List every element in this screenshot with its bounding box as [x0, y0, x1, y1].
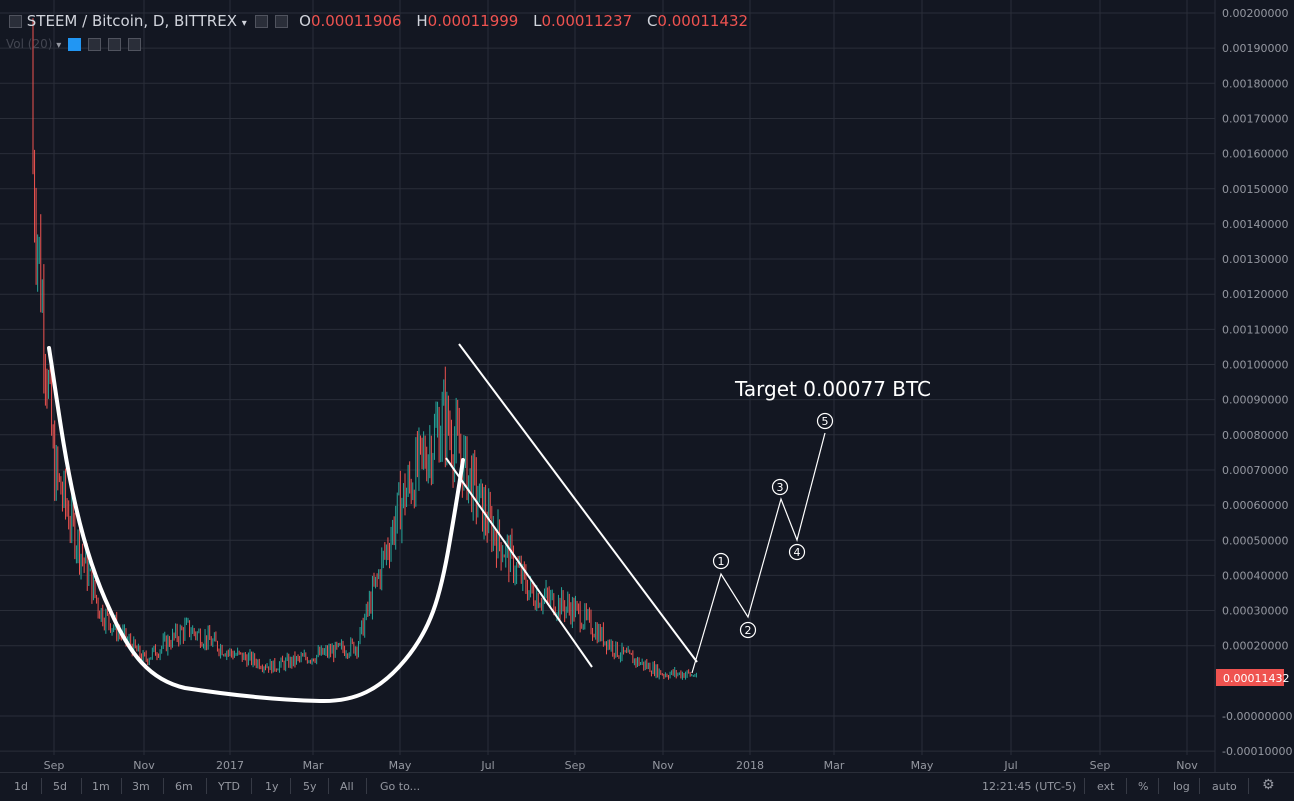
range-1y[interactable]: 1y — [265, 780, 279, 793]
time-tick-label: Nov — [1176, 759, 1198, 772]
price-tick-label: 0.00140000 — [1222, 218, 1288, 231]
range-5d[interactable]: 5d — [53, 780, 67, 793]
chart-grid — [0, 0, 1215, 755]
time-tick-label: May — [389, 759, 412, 772]
wave-label: 2 — [745, 624, 752, 637]
extended-hours-toggle[interactable]: ext — [1097, 780, 1115, 793]
candlestick-series — [32, 18, 697, 680]
price-tick-label: 0.00080000 — [1222, 429, 1288, 442]
price-tick-label: 0.00160000 — [1222, 148, 1288, 161]
target-label: Target 0.00077 BTC — [734, 377, 931, 401]
wave-label: 1 — [718, 555, 725, 568]
low-value: 0.00011237 — [541, 12, 633, 30]
settings-icon[interactable] — [275, 15, 289, 28]
price-tick-label: 0.00060000 — [1222, 499, 1288, 512]
settings-icon[interactable] — [87, 38, 101, 51]
dropdown-caret-icon[interactable]: ▾ — [56, 40, 62, 51]
wave-projection-line — [691, 432, 826, 674]
percent-scale-toggle[interactable]: % — [1138, 780, 1149, 793]
price-tick-label: 0.00070000 — [1222, 464, 1288, 477]
last-price-label: 0.00011432 — [1223, 672, 1289, 685]
time-tick-label: Sep — [1090, 759, 1111, 772]
ohlc-values: O0.00011906 H0.00011999 L0.00011237 C0.0… — [299, 12, 749, 30]
price-tick-label: 0.00180000 — [1222, 77, 1288, 90]
lower-trendline — [445, 457, 593, 668]
time-tick-label: Nov — [652, 759, 674, 772]
time-tick-label: 2017 — [216, 759, 244, 772]
range-1d[interactable]: 1d — [14, 780, 28, 793]
time-tick-label: Jul — [480, 759, 494, 772]
wave-labels: 1 2 3 4 5 — [712, 412, 834, 639]
time-axis: Sep Nov 2017 Mar May Jul Sep Nov 2018 Mar May Jul Se… — [44, 759, 1199, 772]
price-tick-label: 0.00130000 — [1222, 253, 1288, 266]
symbol-header: STEEM / Bitcoin, D, BITTREX ▾ O0.0001190… — [6, 12, 758, 30]
wave-label-circle — [771, 478, 789, 496]
price-tick-label: 0.00090000 — [1222, 394, 1288, 407]
add-icon[interactable] — [107, 38, 121, 51]
price-tick-label: -0.00000000 — [1222, 710, 1292, 723]
price-tick-label: 0.00150000 — [1222, 183, 1288, 196]
range-6m[interactable]: 6m — [175, 780, 193, 793]
goto-date-button[interactable]: Go to... — [380, 780, 421, 793]
time-tick-label: Mar — [824, 759, 845, 772]
time-tick-label: Jul — [1003, 759, 1017, 772]
cup-curve — [47, 346, 465, 704]
time-tick-label: Sep — [44, 759, 65, 772]
time-tick-label: Nov — [133, 759, 155, 772]
clock-timezone[interactable]: 12:21:45 (UTC-5) — [982, 780, 1077, 793]
price-scale: 0.00200000 0.00190000 0.00180000 0.00170000… — [1214, 0, 1292, 772]
symbol-name[interactable]: STEEM / Bitcoin, D, BITTREX — [26, 12, 237, 30]
time-tick-label: Sep — [565, 759, 586, 772]
wave-label: 5 — [822, 415, 829, 428]
price-tick-label: 0.00200000 — [1222, 7, 1288, 20]
price-tick-label: 0.00050000 — [1222, 534, 1288, 547]
range-3m[interactable]: 3m — [132, 780, 150, 793]
gear-icon[interactable]: ⚙ — [1262, 777, 1275, 793]
price-tick-label: 0.00030000 — [1222, 605, 1288, 618]
price-tick-label: 0.00100000 — [1222, 359, 1288, 372]
price-tick-label: 0.00170000 — [1222, 112, 1288, 125]
upper-trendline — [458, 343, 698, 663]
dropdown-caret-icon[interactable]: ▾ — [241, 18, 247, 29]
wave-label-circle — [712, 552, 730, 570]
close-value: 0.00011432 — [657, 12, 749, 30]
range-all[interactable]: All — [340, 780, 354, 793]
price-tick-label: 0.00190000 — [1222, 42, 1288, 55]
price-tick-label: 0.00020000 — [1222, 640, 1288, 653]
eye-icon[interactable] — [254, 15, 268, 28]
auto-scale-toggle[interactable]: auto — [1212, 780, 1237, 793]
time-tick-label: Mar — [303, 759, 324, 772]
last-price-marker: 0.00011432 — [1216, 669, 1289, 686]
time-tick-label: 2018 — [736, 759, 764, 772]
wave-label-circle — [739, 621, 757, 639]
bottom-toolbar: 1d 5d 1m 3m 6m YTD 1y 5y All Go to... 12… — [0, 772, 1294, 801]
volume-label: Vol (20) — [6, 37, 53, 51]
chart-drawings — [47, 343, 826, 704]
price-tick-label: 0.00110000 — [1222, 323, 1288, 336]
wave-label: 4 — [794, 546, 801, 559]
log-scale-toggle[interactable]: log — [1173, 780, 1190, 793]
price-tick-label: 0.00120000 — [1222, 288, 1288, 301]
range-ytd[interactable]: YTD — [218, 780, 240, 793]
range-5y[interactable]: 5y — [303, 780, 317, 793]
close-icon[interactable] — [127, 38, 141, 51]
collapse-icon[interactable] — [9, 15, 22, 28]
eye-icon[interactable] — [68, 38, 82, 51]
open-value: 0.00011906 — [310, 12, 402, 30]
wave-label-circle — [816, 412, 834, 430]
volume-indicator-legend[interactable]: Vol (20) ▾ — [6, 37, 141, 51]
range-1m[interactable]: 1m — [92, 780, 110, 793]
wave-label-circle — [788, 543, 806, 561]
time-tick-label: May — [911, 759, 934, 772]
price-tick-label: 0.00040000 — [1222, 569, 1288, 582]
wave-label: 3 — [777, 481, 784, 494]
high-value: 0.00011999 — [427, 12, 519, 30]
price-tick-label: -0.00010000 — [1222, 745, 1292, 758]
